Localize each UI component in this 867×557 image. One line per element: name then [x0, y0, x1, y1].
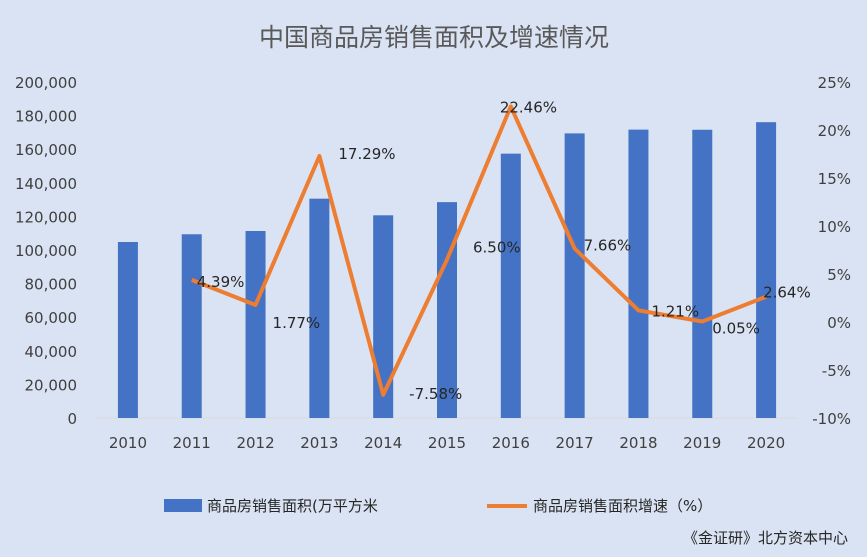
- data-label: 6.50%: [473, 239, 521, 257]
- legend: 商品房销售面积(万平方米 商品房销售面积增速（%）: [164, 497, 712, 515]
- left-tick-label: 20,000: [25, 376, 78, 394]
- left-tick-label: 40,000: [25, 343, 78, 361]
- right-tick-label: 0%: [827, 314, 851, 332]
- bar: [309, 198, 330, 418]
- right-tick-label: 5%: [827, 266, 851, 284]
- left-tick-label: 140,000: [15, 175, 77, 193]
- data-label: 2.64%: [763, 284, 811, 302]
- right-axis: -10% -5% 0% 5% 10% 15% 20% 25%: [812, 74, 851, 428]
- x-tick-label: 2012: [236, 434, 274, 452]
- data-label: 1.77%: [273, 314, 321, 332]
- data-labels: 4.39% 1.77% 17.29% -7.58% 6.50% 22.46% 7.66% 1.…: [197, 98, 811, 402]
- x-tick-label: 2015: [428, 434, 466, 452]
- chart-title: 中国商品房销售面积及增速情况: [259, 23, 609, 52]
- x-axis: 2010 2011 2012 2013 2014 2015 2016 2017 2018 2019…: [109, 434, 785, 452]
- bar: [628, 129, 649, 418]
- x-tick-label: 2013: [300, 434, 338, 452]
- left-tick-label: 80,000: [25, 276, 78, 294]
- x-tick-label: 2010: [109, 434, 147, 452]
- x-tick-label: 2014: [364, 434, 402, 452]
- legend-label-bar: 商品房销售面积(万平方米: [207, 497, 378, 515]
- data-label: 22.46%: [500, 98, 557, 116]
- right-tick-label: 20%: [818, 122, 851, 140]
- x-tick-label: 2017: [556, 434, 594, 452]
- bar: [692, 129, 713, 418]
- x-tick-label: 2018: [619, 434, 657, 452]
- left-tick-label: 200,000: [15, 74, 77, 92]
- left-axis: 0 20,000 40,000 60,000 80,000 100,000 120,000 1…: [15, 74, 77, 428]
- growth-line: [190, 104, 767, 397]
- bar: [756, 122, 777, 418]
- bar: [245, 231, 266, 418]
- bar: [500, 153, 521, 418]
- legend-label-line: 商品房销售面积增速（%）: [533, 497, 712, 515]
- data-label: -7.58%: [409, 385, 462, 403]
- right-tick-label: 15%: [818, 170, 851, 188]
- bar: [437, 202, 457, 418]
- x-tick-label: 2019: [683, 434, 721, 452]
- x-tick-label: 2011: [173, 434, 211, 452]
- left-tick-label: 0: [67, 410, 77, 428]
- left-tick-label: 100,000: [15, 242, 77, 260]
- data-label: 1.21%: [651, 302, 699, 320]
- data-label: 7.66%: [584, 236, 632, 254]
- source-credit: 《金证研》北方资本中心: [683, 529, 848, 547]
- data-label: 0.05%: [712, 320, 760, 338]
- legend-swatch-bar: [164, 499, 202, 512]
- data-label: 4.39%: [197, 273, 245, 291]
- x-tick-label: 2016: [492, 434, 530, 452]
- left-tick-label: 120,000: [15, 208, 77, 226]
- data-label: 17.29%: [338, 145, 395, 163]
- right-tick-label: 25%: [818, 74, 851, 92]
- right-tick-label: -5%: [822, 362, 851, 380]
- left-tick-label: 180,000: [15, 108, 77, 126]
- bar: [373, 215, 394, 418]
- bar: [564, 133, 585, 418]
- left-tick-label: 60,000: [25, 309, 78, 327]
- x-tick-label: 2020: [747, 434, 785, 452]
- bar: [181, 234, 202, 418]
- bar: [117, 241, 138, 418]
- right-tick-label: 10%: [818, 218, 851, 236]
- bar-series: [117, 122, 777, 418]
- right-tick-label: -10%: [812, 410, 851, 428]
- left-tick-label: 160,000: [15, 141, 77, 159]
